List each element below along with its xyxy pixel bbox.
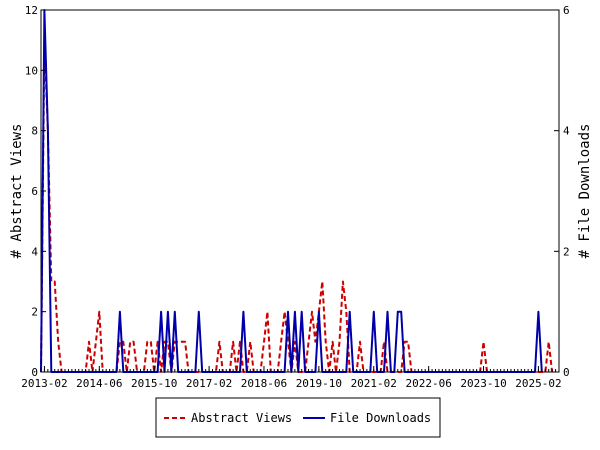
axis-layer: 2013-02 2014-06 2015-10 2017-02 2018-06 2019-…	[21, 4, 570, 390]
legend: Abstract Views File Downloads	[155, 397, 441, 438]
x-tick-label: 2017-02	[186, 377, 232, 390]
y-left-tick-label: 2	[31, 306, 38, 319]
y-left-tick-label: 4	[31, 245, 38, 258]
y-right-tick-label: 2	[563, 245, 570, 258]
series-line-abstract-views	[40, 39, 554, 373]
y-right-tick-label: 6	[563, 4, 570, 17]
x-tick-label: 2021-02	[351, 377, 397, 390]
plot-area	[40, 9, 560, 373]
y-left-tick-label: 0	[31, 366, 38, 379]
series-layer	[40, 9, 554, 373]
series-line-file-downloads	[40, 9, 543, 373]
x-tick-label: 2014-06	[76, 377, 122, 390]
x-tick-label: 2015-10	[131, 377, 177, 390]
x-tick-label: 2013-02	[21, 377, 67, 390]
legend-label-file-downloads: File Downloads	[330, 411, 431, 425]
right-axis-title: # File Downloads	[577, 124, 593, 259]
legend-label-abstract-views: Abstract Views	[191, 411, 292, 425]
y-left-tick-label: 8	[31, 125, 38, 138]
x-tick-label: 2023-10	[460, 377, 506, 390]
x-tick-label: 2022-06	[405, 377, 451, 390]
y-left-tick-label: 10	[25, 64, 38, 77]
legend-box	[155, 397, 441, 438]
x-tick-label: 2019-10	[296, 377, 342, 390]
x-tick-label: 2018-06	[241, 377, 287, 390]
y-left-tick-label: 6	[31, 185, 38, 198]
left-axis-title: # Abstract Views	[9, 124, 25, 259]
y-right-tick-label: 4	[563, 125, 570, 138]
x-tick-label: 2025-02	[515, 377, 561, 390]
y-left-tick-label: 12	[25, 4, 38, 17]
y-right-tick-label: 0	[563, 366, 570, 379]
